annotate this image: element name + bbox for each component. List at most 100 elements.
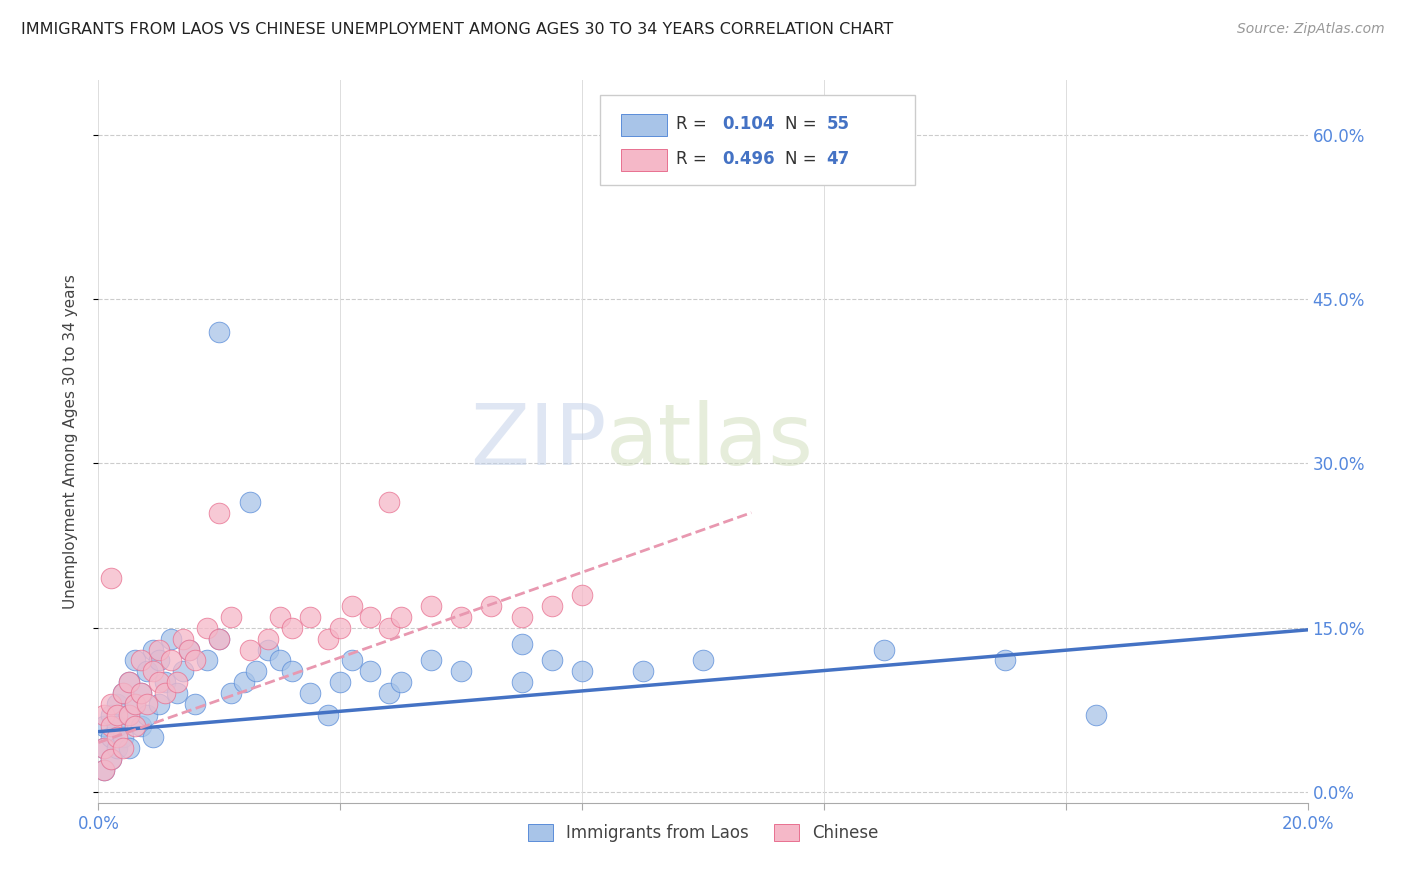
Text: ZIP: ZIP — [470, 400, 606, 483]
Point — [93, 741, 115, 756]
Point — [124, 719, 146, 733]
Point — [360, 665, 382, 679]
Point — [299, 609, 322, 624]
Point — [179, 642, 201, 657]
Point — [118, 708, 141, 723]
Point — [873, 642, 896, 657]
Point — [208, 325, 231, 339]
Point — [153, 686, 176, 700]
Text: R =: R = — [676, 115, 713, 133]
Point — [329, 675, 352, 690]
Point — [160, 653, 183, 667]
Point — [166, 675, 188, 690]
FancyBboxPatch shape — [621, 149, 666, 170]
Point — [184, 653, 207, 667]
Point — [221, 609, 243, 624]
Point — [124, 698, 146, 712]
Point — [129, 653, 152, 667]
Point — [129, 719, 152, 733]
Point — [994, 653, 1017, 667]
Point — [377, 621, 399, 635]
Point — [195, 653, 218, 667]
Point — [342, 599, 364, 613]
Point — [118, 708, 141, 723]
Point — [93, 763, 115, 777]
Text: N =: N = — [785, 115, 823, 133]
Point — [148, 675, 170, 690]
Point — [105, 741, 128, 756]
Point — [105, 708, 128, 723]
Point — [105, 730, 128, 744]
Point — [172, 632, 194, 646]
Point — [540, 599, 562, 613]
FancyBboxPatch shape — [600, 95, 915, 185]
Point — [93, 763, 115, 777]
Point — [160, 632, 183, 646]
Point — [316, 708, 339, 723]
Legend: Immigrants from Laos, Chinese: Immigrants from Laos, Chinese — [522, 817, 884, 848]
Point — [420, 599, 443, 613]
Point — [111, 686, 134, 700]
Point — [450, 665, 472, 679]
Point — [510, 675, 533, 690]
Point — [239, 494, 262, 508]
Point — [111, 730, 134, 744]
Point — [100, 571, 122, 585]
Point — [377, 686, 399, 700]
Point — [118, 675, 141, 690]
Point — [389, 675, 412, 690]
Point — [172, 665, 194, 679]
Text: R =: R = — [676, 150, 713, 168]
Point — [256, 632, 278, 646]
Point — [540, 653, 562, 667]
Point — [142, 642, 165, 657]
Point — [208, 506, 231, 520]
Point — [377, 494, 399, 508]
Point — [281, 621, 304, 635]
Point — [195, 621, 218, 635]
Point — [135, 708, 157, 723]
Point — [129, 686, 152, 700]
Point — [111, 686, 134, 700]
Point — [124, 653, 146, 667]
Point — [118, 741, 141, 756]
Point — [148, 653, 170, 667]
Point — [208, 632, 231, 646]
Point — [148, 642, 170, 657]
Point — [316, 632, 339, 646]
Text: 0.104: 0.104 — [723, 115, 775, 133]
Text: atlas: atlas — [606, 400, 814, 483]
Point — [360, 609, 382, 624]
Point — [221, 686, 243, 700]
Text: 55: 55 — [827, 115, 849, 133]
Point — [100, 708, 122, 723]
Point — [1085, 708, 1108, 723]
Point — [166, 686, 188, 700]
Point — [239, 642, 262, 657]
Point — [129, 686, 152, 700]
Y-axis label: Unemployment Among Ages 30 to 34 years: Unemployment Among Ages 30 to 34 years — [63, 274, 77, 609]
Point — [281, 665, 304, 679]
Point — [571, 665, 593, 679]
Point — [692, 166, 714, 180]
Point — [692, 653, 714, 667]
Point — [124, 698, 146, 712]
Text: Source: ZipAtlas.com: Source: ZipAtlas.com — [1237, 22, 1385, 37]
Point — [100, 698, 122, 712]
Point — [269, 609, 291, 624]
Point — [105, 698, 128, 712]
Point — [179, 642, 201, 657]
Point — [631, 665, 654, 679]
Text: IMMIGRANTS FROM LAOS VS CHINESE UNEMPLOYMENT AMONG AGES 30 TO 34 YEARS CORRELATI: IMMIGRANTS FROM LAOS VS CHINESE UNEMPLOY… — [21, 22, 893, 37]
Point — [100, 730, 122, 744]
Point — [93, 708, 115, 723]
Point — [245, 665, 267, 679]
Point — [571, 588, 593, 602]
Point — [342, 653, 364, 667]
Point — [105, 719, 128, 733]
FancyBboxPatch shape — [621, 114, 666, 136]
Point — [329, 621, 352, 635]
Point — [256, 642, 278, 657]
Point — [481, 599, 503, 613]
Point — [510, 609, 533, 624]
